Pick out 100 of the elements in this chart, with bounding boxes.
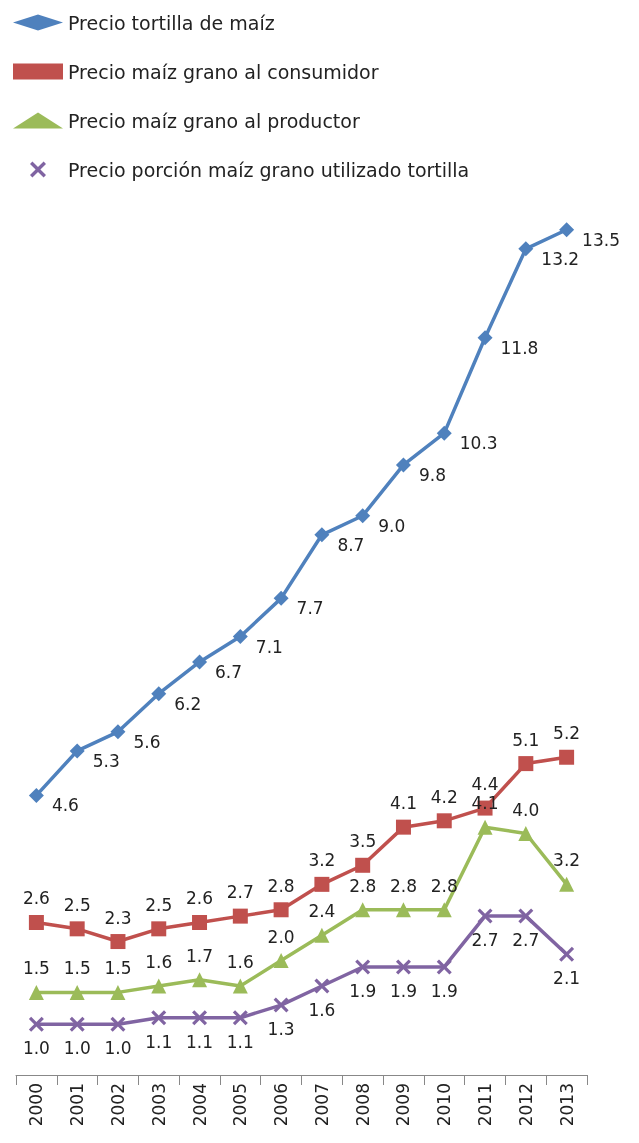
x-tick-label: 2005 [230, 1083, 251, 1127]
data-label: 1.1 [186, 1031, 214, 1052]
data-label: 2.7 [512, 930, 540, 951]
data-label: 1.5 [104, 958, 132, 979]
x-tick-label: 2001 [67, 1083, 88, 1127]
x-tick-label: 2009 [393, 1083, 414, 1127]
point [314, 978, 330, 994]
point [355, 508, 371, 524]
point [69, 921, 85, 937]
data-label: 8.7 [337, 534, 365, 555]
point [395, 902, 411, 918]
data-label: 11.8 [500, 337, 539, 358]
data-label: 1.0 [63, 1038, 91, 1059]
point [192, 654, 208, 670]
data-label: 1.1 [226, 1031, 254, 1052]
point [518, 756, 534, 772]
data-label: 10.3 [459, 433, 498, 454]
point [395, 959, 411, 975]
data-label: 4.6 [51, 795, 79, 816]
data-label: 6.2 [174, 693, 202, 714]
point [192, 1010, 208, 1026]
x-tick-label: 2003 [148, 1083, 169, 1127]
data-label: 1.3 [267, 1019, 295, 1040]
data-label: 2.6 [186, 888, 214, 909]
legend-label: Precio tortilla de maíz [68, 11, 275, 34]
point [151, 1010, 167, 1026]
point [559, 749, 575, 765]
data-label: 2.7 [471, 930, 499, 951]
data-label: 2.8 [267, 875, 295, 896]
point [436, 902, 452, 918]
point [232, 978, 248, 994]
data-label: 3.2 [308, 850, 336, 871]
x-tick-label: 2000 [26, 1083, 47, 1127]
data-label: 13.2 [541, 248, 580, 269]
data-label: 5.2 [553, 723, 581, 744]
point [436, 813, 452, 829]
point [110, 984, 126, 1000]
data-label: 7.7 [296, 598, 324, 619]
data-label: 5.6 [133, 731, 161, 752]
point [355, 902, 371, 918]
data-label: 2.5 [63, 894, 91, 915]
data-label: 1.9 [349, 980, 377, 1001]
point [518, 241, 534, 257]
point [395, 819, 411, 835]
data-label: 4.0 [512, 799, 540, 820]
legend-label: Precio maíz grano al productor [68, 109, 360, 132]
point [110, 934, 126, 950]
point [69, 1016, 85, 1032]
data-label: 2.1 [553, 968, 581, 989]
point [28, 984, 44, 1000]
point [273, 953, 289, 969]
data-label: 1.9 [430, 980, 458, 1001]
point [436, 959, 452, 975]
data-label: 1.0 [104, 1038, 132, 1059]
point [151, 686, 167, 702]
point [477, 908, 493, 924]
data-label: 2.5 [145, 894, 173, 915]
point [314, 876, 330, 892]
data-label: 1.7 [186, 945, 214, 966]
x-tick-label: 2008 [352, 1083, 373, 1127]
data-label: 1.5 [22, 958, 50, 979]
x-tick-label: 2010 [434, 1083, 455, 1127]
point [151, 978, 167, 994]
data-label: 5.1 [512, 729, 540, 750]
point [477, 819, 493, 835]
x-tick-label: 2013 [556, 1083, 577, 1127]
data-label: 6.7 [215, 661, 243, 682]
point [355, 959, 371, 975]
point [559, 876, 575, 892]
data-label: 7.1 [255, 636, 283, 657]
data-label: 2.4 [308, 901, 336, 922]
x-tick-label: 2012 [515, 1083, 536, 1127]
legend-label: Precio maíz grano al consumidor [68, 60, 379, 83]
data-label: 4.1 [471, 793, 499, 814]
data-label: 1.6 [145, 952, 173, 973]
data-label: 1.6 [308, 1000, 336, 1021]
point [232, 1010, 248, 1026]
point [273, 997, 289, 1013]
point [232, 908, 248, 924]
data-label: 13.5 [582, 229, 620, 250]
data-label: 4.1 [389, 793, 417, 814]
data-label: 9.8 [418, 464, 447, 485]
point [395, 457, 411, 473]
point [314, 927, 330, 943]
data-label: 2.8 [389, 875, 417, 896]
point [110, 1016, 126, 1032]
point [69, 743, 85, 759]
point [518, 908, 534, 924]
point [192, 914, 208, 930]
data-label: 1.1 [145, 1031, 173, 1052]
point [28, 914, 44, 930]
x-tick-label: 2002 [107, 1083, 128, 1127]
x-tick-label: 2007 [311, 1083, 332, 1127]
point [518, 826, 534, 842]
point [477, 330, 493, 346]
data-label: 3.2 [553, 850, 581, 871]
x-tick-label: 2006 [271, 1083, 292, 1127]
legend-label: Precio porción maíz grano utilizado tortilla [68, 158, 470, 181]
point [273, 902, 289, 918]
point [436, 425, 452, 441]
